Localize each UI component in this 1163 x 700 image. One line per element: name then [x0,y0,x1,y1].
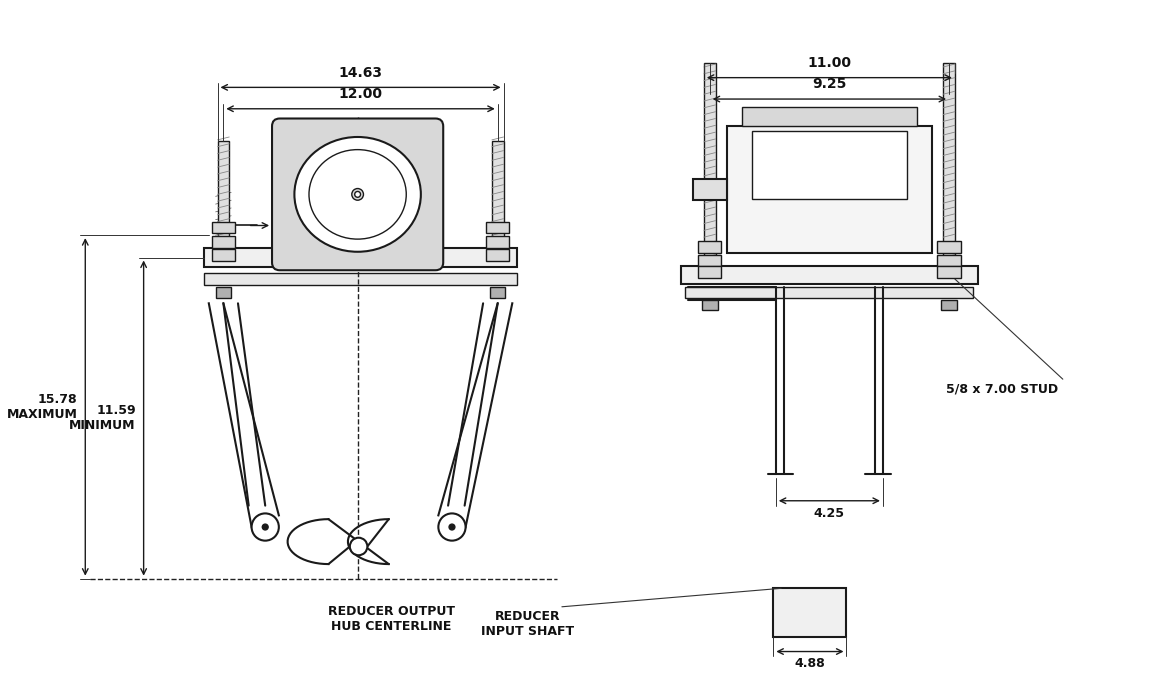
Bar [212,222,235,233]
Circle shape [251,513,279,540]
Circle shape [449,524,455,530]
Text: 9.25: 9.25 [812,77,847,91]
Bar [727,126,932,253]
Text: REDUCER
INPUT SHAFT: REDUCER INPUT SHAFT [481,610,575,638]
Circle shape [350,538,368,555]
Bar [702,300,718,310]
Bar [698,266,721,278]
Bar [492,141,504,262]
Bar [773,588,847,637]
Bar [486,248,509,260]
Circle shape [351,188,364,200]
Bar [751,131,907,200]
Text: 12.00: 12.00 [338,87,383,101]
Bar [215,287,231,298]
Bar [217,141,229,262]
FancyBboxPatch shape [272,118,443,270]
Ellipse shape [294,137,421,252]
Circle shape [355,192,361,197]
Bar [680,266,978,284]
Bar [704,63,715,258]
Bar [486,222,509,233]
Bar [943,63,955,258]
Ellipse shape [309,150,406,239]
Text: 15.78
MAXIMUM: 15.78 MAXIMUM [7,393,78,421]
Bar [937,255,961,266]
Circle shape [263,524,269,530]
Bar [490,287,506,298]
Bar [204,248,518,267]
Text: 4.88: 4.88 [794,657,826,671]
Bar [204,273,518,285]
Bar [693,178,727,200]
Bar [937,266,961,278]
Text: 4.25: 4.25 [814,507,844,519]
Text: 14.63: 14.63 [338,66,383,80]
Bar [698,255,721,266]
Text: REDUCER OUTPUT
HUB CENTERLINE: REDUCER OUTPUT HUB CENTERLINE [328,605,455,633]
Bar [937,241,961,253]
Bar [941,300,957,310]
Text: 11.00: 11.00 [807,56,851,70]
Bar [486,236,509,248]
Bar [742,107,916,126]
Bar [698,241,721,253]
Text: 11.59
MINIMUM: 11.59 MINIMUM [70,404,136,432]
Bar [212,248,235,260]
Bar [685,287,973,298]
Text: 5/8 x 7.00 STUD: 5/8 x 7.00 STUD [946,382,1058,396]
Circle shape [438,513,465,540]
Bar [212,236,235,248]
